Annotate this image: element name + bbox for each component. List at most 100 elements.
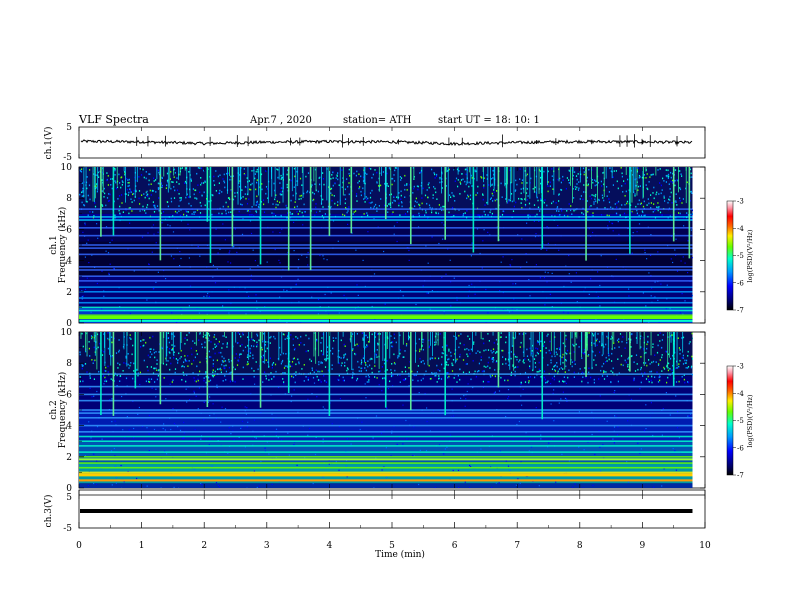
- spectrogram-speckle: [249, 350, 251, 352]
- spectrogram-speckle: [377, 343, 379, 346]
- spectrogram-speckle: [212, 365, 214, 367]
- spectrogram-speckle: [452, 469, 454, 472]
- spectrogram-speckle: [330, 192, 332, 194]
- spectrogram-speckle: [540, 199, 542, 202]
- spectrogram-speckle: [583, 449, 585, 451]
- spectrogram-speckle: [569, 352, 571, 355]
- spectrogram-sferic: [163, 167, 165, 177]
- spectrogram-speckle: [317, 313, 319, 315]
- spectrogram-speckle: [215, 345, 218, 347]
- spectrogram-speckle: [592, 215, 594, 217]
- spectrogram-sferic: [315, 167, 317, 192]
- spectrogram-speckle: [543, 277, 546, 279]
- x-axis-label: Time (min): [375, 549, 425, 560]
- spectrogram-speckle: [538, 220, 540, 222]
- spectrogram-speckle: [203, 379, 205, 382]
- spectrogram-speckle: [505, 198, 507, 200]
- spectrogram-speckle: [293, 250, 295, 252]
- spectrogram-speckle: [107, 332, 109, 334]
- spectrogram-speckle: [246, 177, 248, 179]
- spectrogram-speckle: [658, 363, 660, 365]
- spectrogram-speckle: [661, 339, 663, 341]
- spectrogram-speckle: [365, 196, 367, 198]
- spectrogram-speckle: [390, 206, 392, 208]
- spectrogram-speckle: [690, 366, 692, 369]
- spectrogram-sferic: [116, 167, 118, 186]
- spectrogram-speckle: [266, 347, 268, 350]
- spectrogram-speckle: [165, 187, 167, 189]
- spectrogram-speckle: [547, 446, 549, 448]
- spectrogram-speckle: [81, 365, 83, 367]
- spectrogram-speckle: [525, 192, 528, 194]
- spectrogram-speckle: [287, 169, 289, 171]
- spectrogram-speckle: [469, 464, 471, 467]
- spectrogram-speckle: [650, 254, 652, 256]
- spectrogram-speckle: [271, 366, 273, 369]
- spectrogram-speckle: [682, 198, 684, 200]
- spectrogram-speckle: [617, 221, 619, 223]
- spectrogram-speckle: [81, 298, 83, 300]
- spectrogram-sferic: [597, 167, 598, 204]
- spectrogram-speckle: [567, 312, 569, 314]
- spectrogram-speckle: [460, 179, 463, 181]
- spectrogram-speckle: [156, 205, 159, 207]
- spectrogram-sferic: [572, 167, 573, 203]
- spectrogram-speckle: [634, 370, 637, 372]
- spectrogram-speckle: [113, 374, 115, 377]
- spectrogram-speckle: [447, 248, 449, 250]
- spectrogram-speckle: [146, 427, 148, 429]
- spectrogram-speckle: [471, 283, 473, 285]
- spectrogram-speckle: [416, 371, 418, 373]
- spectrogram-speckle: [167, 332, 169, 334]
- spectrogram-sferic: [259, 167, 262, 265]
- spectrogram-speckle: [344, 202, 346, 205]
- spectrogram-speckle: [362, 176, 365, 179]
- spectrogram-speckle: [279, 193, 281, 195]
- spectrogram-speckle: [327, 369, 330, 372]
- spectrogram-speckle: [128, 212, 130, 215]
- spectrogram-speckle: [180, 308, 182, 310]
- spectrogram-speckle: [185, 388, 187, 390]
- spectrogram-speckle: [624, 182, 626, 185]
- spectrogram-speckle: [565, 439, 567, 441]
- spectrogram-speckle: [632, 232, 634, 234]
- spectrogram-speckle: [191, 353, 193, 356]
- spectrogram-speckle: [547, 333, 549, 336]
- spectrogram-speckle: [297, 278, 299, 280]
- spectrogram-speckle: [139, 203, 141, 205]
- spectrogram-speckle: [640, 202, 642, 205]
- spectrogram-speckle: [658, 193, 660, 195]
- spectrogram-speckle: [200, 177, 202, 179]
- spectrogram-speckle: [587, 355, 589, 357]
- spectrogram-speckle: [119, 205, 121, 208]
- spectrogram-speckle: [378, 384, 380, 386]
- spectrogram-speckle: [583, 184, 585, 186]
- spectrogram-sferic: [186, 167, 188, 196]
- spectrogram-speckle: [564, 371, 566, 373]
- spectrogram-speckle: [201, 483, 203, 486]
- spectrogram-speckle: [675, 200, 677, 202]
- spectrogram-speckle: [503, 210, 505, 213]
- spectrogram-speckle: [125, 193, 127, 195]
- spectrogram-speckle: [340, 357, 342, 359]
- spectrogram-speckle: [180, 356, 182, 358]
- spectrogram-speckle: [554, 364, 557, 367]
- spectrogram-speckle: [103, 375, 105, 377]
- spectrogram-sferic: [384, 332, 387, 408]
- spectrogram-speckle: [123, 481, 125, 483]
- spectrogram-speckle: [491, 358, 493, 361]
- spectrogram-speckle: [505, 358, 507, 360]
- spectrogram-speckle: [84, 222, 86, 224]
- spectrogram-speckle: [273, 182, 275, 185]
- spectrogram-speckle: [577, 173, 579, 175]
- spectrogram-speckle: [607, 228, 609, 230]
- spectrogram-speckle: [399, 334, 401, 337]
- spectrogram-sferic: [630, 167, 631, 193]
- spectrogram-speckle: [207, 292, 209, 295]
- spectrogram-speckle: [544, 304, 546, 306]
- spectrogram-sferic: [274, 167, 276, 199]
- spectrogram-speckle: [207, 168, 209, 170]
- spectrogram-speckle: [151, 251, 153, 253]
- spectrogram-speckle: [89, 169, 91, 171]
- spectrogram-speckle: [663, 366, 665, 369]
